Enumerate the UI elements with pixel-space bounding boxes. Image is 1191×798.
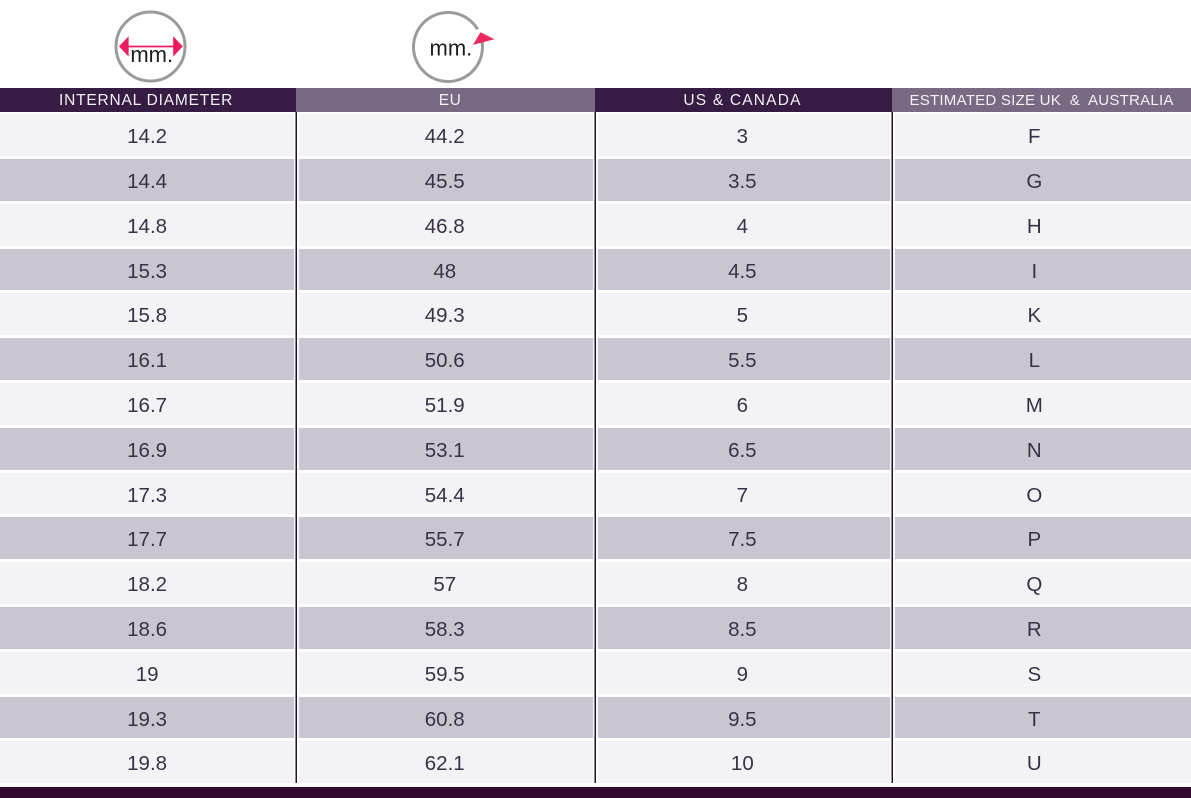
svg-text:mm.: mm. <box>430 35 473 60</box>
svg-text:mm.: mm. <box>130 42 173 67</box>
